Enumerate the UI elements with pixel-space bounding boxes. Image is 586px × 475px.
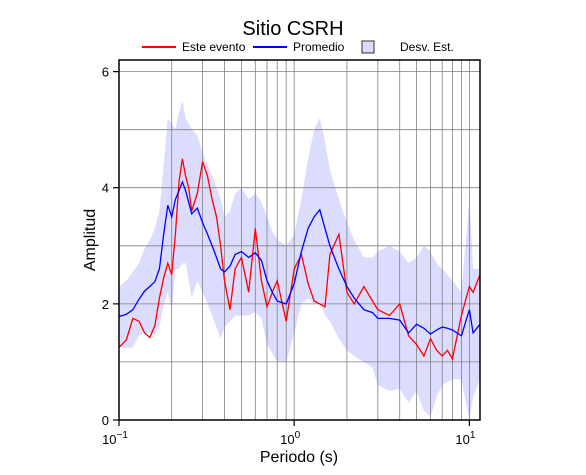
- series-layer: [118, 158, 481, 361]
- legend-label-2: Desv. Est.: [400, 40, 454, 54]
- chart-title: Sitio CSRH: [242, 18, 343, 40]
- y-axis-label: Amplitud: [82, 209, 99, 271]
- plot-frame: [118, 59, 481, 421]
- legend: Este evento Promedio Desv. Est.: [142, 40, 454, 54]
- series-line-este-evento: [118, 158, 481, 361]
- x-axis-label: Periodo (s): [260, 449, 338, 466]
- legend-swatch-2: [361, 40, 375, 54]
- y-tick-label: 6: [102, 65, 109, 80]
- series-line-promedio: [118, 180, 481, 337]
- x-tick-exponent: −1: [117, 430, 129, 441]
- y-tick-label: 0: [102, 413, 109, 428]
- legend-label-1: Promedio: [293, 40, 345, 54]
- x-tick-label: 101: [455, 430, 475, 447]
- x-tick-label: 100: [280, 430, 300, 447]
- x-tick-label: 10−1: [102, 430, 128, 447]
- y-tick-label: 2: [102, 297, 109, 312]
- x-tick-exponent: 1: [470, 430, 476, 441]
- y-tick-label: 4: [102, 181, 109, 196]
- x-tick-exponent: 0: [295, 430, 301, 441]
- legend-label-0: Este evento: [182, 40, 246, 54]
